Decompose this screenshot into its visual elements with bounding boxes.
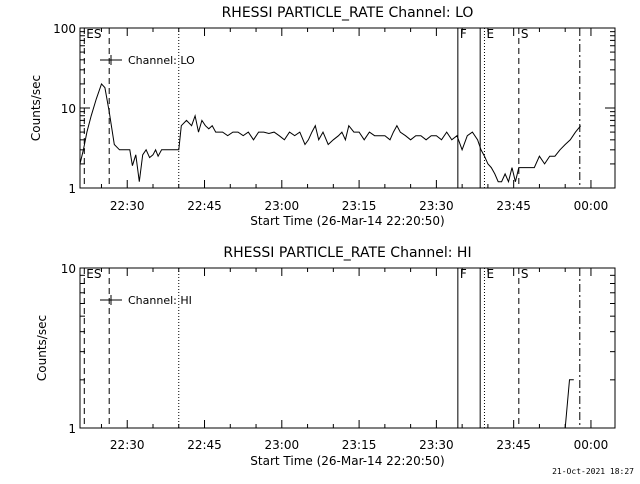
plot-title: RHESSI PARTICLE_RATE Channel: LO: [222, 5, 474, 21]
x-axis-label: Start Time (26-Mar-14 22:20:50): [250, 454, 444, 468]
plot-title: RHESSI PARTICLE_RATE Channel: HI: [223, 245, 471, 261]
x-tick-label: 23:00: [265, 438, 300, 452]
plot-panel-2: RHESSI PARTICLE_RATE Channel: HI Start Ti…: [35, 245, 616, 468]
series-line: [79, 82, 582, 184]
y-tick-label: 100: [53, 22, 76, 36]
x-tick-label: 23:30: [419, 438, 454, 452]
x-tick-label: 23:15: [342, 438, 377, 452]
x-tick-label: 22:45: [187, 199, 222, 213]
event-marker-label: S: [521, 27, 529, 41]
y-tick-label: 10: [61, 102, 76, 116]
x-tick-label: 00:00: [574, 199, 609, 213]
event-marker-label: F: [460, 267, 467, 281]
date-stamp: 21-Oct-2021 18:27: [552, 467, 634, 476]
plot-frame: [79, 27, 616, 189]
plot-frame: [79, 267, 616, 429]
y-axis-label: Counts/sec: [35, 315, 49, 381]
event-marker-label: S: [521, 267, 529, 281]
event-marker-label: ES: [86, 267, 101, 281]
y-tick-label: 10: [61, 262, 76, 276]
x-tick-label: 23:15: [342, 199, 377, 213]
series-line: [560, 379, 574, 429]
event-marker-label: F: [460, 27, 467, 41]
x-tick-label: 22:45: [187, 438, 222, 452]
x-tick-label: 00:00: [574, 438, 609, 452]
plot-panel-1: RHESSI PARTICLE_RATE Channel: LO Start Ti…: [29, 5, 616, 228]
legend-label: Channel: HI: [128, 294, 192, 307]
legend-label: Channel: LO: [128, 54, 195, 67]
y-tick-label: 1: [68, 422, 76, 436]
x-tick-label: 23:45: [496, 438, 531, 452]
event-marker-label: ES: [86, 27, 101, 41]
x-tick-label: 22:30: [110, 199, 145, 213]
event-marker-label: E: [486, 27, 494, 41]
event-marker-label: E: [486, 267, 494, 281]
x-tick-label: 23:00: [265, 199, 300, 213]
y-tick-label: 1: [68, 182, 76, 196]
x-tick-label: 23:45: [496, 199, 531, 213]
x-tick-label: 23:30: [419, 199, 454, 213]
x-tick-label: 22:30: [110, 438, 145, 452]
y-axis-label: Counts/sec: [29, 75, 43, 141]
x-axis-label: Start Time (26-Mar-14 22:20:50): [250, 214, 444, 228]
